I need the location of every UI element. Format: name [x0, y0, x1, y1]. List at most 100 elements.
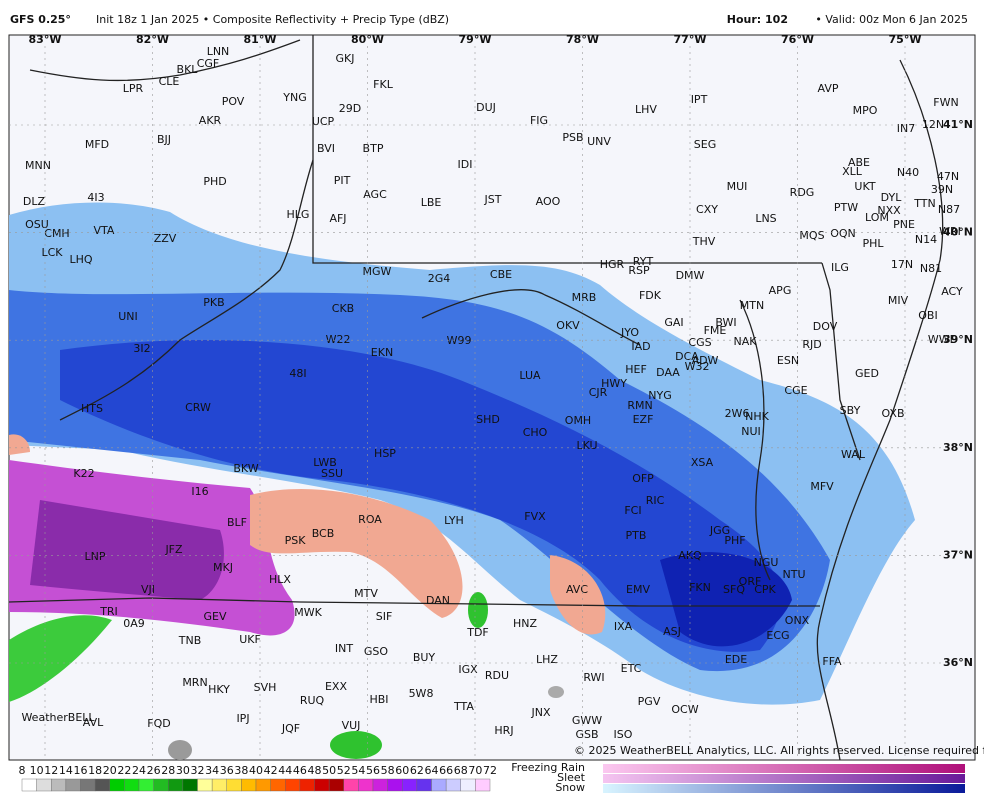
- colorbar-tick: 42: [264, 764, 278, 777]
- colorbar-tick: 58: [381, 764, 395, 777]
- station-label: IXA: [614, 620, 633, 633]
- station-label: BWI: [715, 316, 736, 329]
- precip-ramp: [603, 774, 965, 783]
- pa-border: [312, 35, 822, 264]
- station-label: OFP: [632, 472, 654, 485]
- colorbar-tick: 72: [483, 764, 497, 777]
- colorbar-swatch: [358, 778, 374, 792]
- station-label: IGX: [458, 663, 478, 676]
- colorbar-swatch: [255, 778, 271, 792]
- station-label: GEV: [204, 610, 227, 623]
- station-label: HLG: [287, 208, 310, 221]
- station-label: ACY: [941, 285, 963, 298]
- colorbar-swatch: [241, 778, 257, 792]
- longitude-label: 83°W: [29, 33, 62, 46]
- station-label: MGW: [363, 265, 392, 278]
- station-label: LCK: [41, 246, 63, 259]
- station-label: NYG: [648, 389, 671, 402]
- station-label: W32: [685, 360, 710, 373]
- station-label: PSB: [562, 131, 583, 144]
- longitude-label: 80°W: [351, 33, 384, 46]
- precip-type-label: Freezing Rain: [511, 761, 585, 774]
- station-label: JQF: [281, 722, 300, 735]
- station-label: LNN: [207, 45, 230, 58]
- colorbar-swatch: [138, 778, 154, 792]
- boundaries: [9, 35, 944, 760]
- colorbar-tick: 20: [103, 764, 117, 777]
- freezing-rain: [550, 555, 606, 635]
- station-label: AVL: [83, 716, 104, 729]
- station-label: ROA: [358, 513, 382, 526]
- station-label: GAI: [664, 316, 683, 329]
- station-label: JFZ: [164, 543, 183, 556]
- colorbar-swatch: [226, 778, 242, 792]
- colorbar-tick: 30: [176, 764, 190, 777]
- station-label: FQD: [147, 717, 170, 730]
- station-label: DUJ: [476, 101, 496, 114]
- va-md-border: [421, 289, 641, 346]
- station-label: WAL: [841, 448, 866, 461]
- station-label: TTN: [913, 197, 935, 210]
- freezing-rain: [9, 434, 30, 455]
- colorbar-tick: 28: [161, 764, 175, 777]
- station-label: MTV: [354, 587, 378, 600]
- station-label: GED: [855, 367, 879, 380]
- station-label: MKJ: [213, 561, 233, 574]
- colorbar-swatch: [402, 778, 418, 792]
- colorbar-swatch: [343, 778, 359, 792]
- station-label: RDU: [485, 669, 509, 682]
- station-label: RDG: [790, 186, 815, 199]
- station-label: NGU: [754, 556, 779, 569]
- station-label: XLL: [842, 165, 863, 178]
- station-label: UKF: [239, 633, 261, 646]
- station-label: LBE: [421, 196, 442, 209]
- colorbar-tick: 48: [308, 764, 322, 777]
- station-label: PGV: [638, 695, 661, 708]
- station-label: PHD: [203, 175, 226, 188]
- freezing-rain: [250, 489, 463, 618]
- colorbar-swatch: [153, 778, 169, 792]
- colorbar-swatch: [445, 778, 461, 792]
- station-label: AFJ: [329, 212, 346, 225]
- colorbar: 8 10 12 14 16 18 20 22 24 26 28 30 32 34 36 38 40 42 44 46 4…: [19, 761, 965, 794]
- station-label: RUQ: [300, 694, 325, 707]
- station-label: FCI: [624, 504, 641, 517]
- station-label: HGR: [600, 258, 625, 271]
- station-label: FFA: [822, 655, 842, 668]
- colorbar-tick: 16: [74, 764, 88, 777]
- va-nc-border: [9, 597, 820, 607]
- colorbar-tick: 52: [337, 764, 351, 777]
- station-label: THV: [692, 235, 716, 248]
- station-label: MRN: [182, 676, 207, 689]
- station-label: LUA: [519, 369, 541, 382]
- station-label: SFQ: [723, 583, 745, 596]
- station-label: HTS: [81, 402, 103, 415]
- station-label: PTB: [626, 529, 647, 542]
- station-label: ECG: [766, 629, 789, 642]
- colorbar-swatch: [36, 778, 52, 792]
- station-label: JST: [484, 193, 502, 206]
- colorbar-tick: 12: [44, 764, 58, 777]
- colorbar-swatch: [65, 778, 81, 792]
- colorbar-tick: 18: [88, 764, 102, 777]
- station-label: AVP: [818, 82, 839, 95]
- station-label: N40: [897, 166, 919, 179]
- station-label: BCB: [312, 527, 335, 540]
- colorbar-tick: 50: [322, 764, 336, 777]
- station-label: 2W6: [725, 407, 750, 420]
- station-label: LNP: [85, 550, 106, 563]
- station-label: DYL: [881, 191, 903, 204]
- station-label: BTP: [363, 142, 384, 155]
- station-label: IDI: [458, 158, 473, 171]
- station-label: PHF: [724, 534, 745, 547]
- station-label: ABE: [848, 156, 870, 169]
- station-label: RWI: [583, 671, 604, 684]
- station-label: LKU: [576, 439, 597, 452]
- station-label: 2G4: [428, 272, 451, 285]
- colorbar-tick: 10: [30, 764, 44, 777]
- station-label: INT: [335, 642, 353, 655]
- station-label: MIV: [888, 294, 909, 307]
- station-label: ISO: [614, 728, 633, 741]
- station-label: EDE: [725, 653, 747, 666]
- model-name: GFS 0.25°: [10, 13, 71, 26]
